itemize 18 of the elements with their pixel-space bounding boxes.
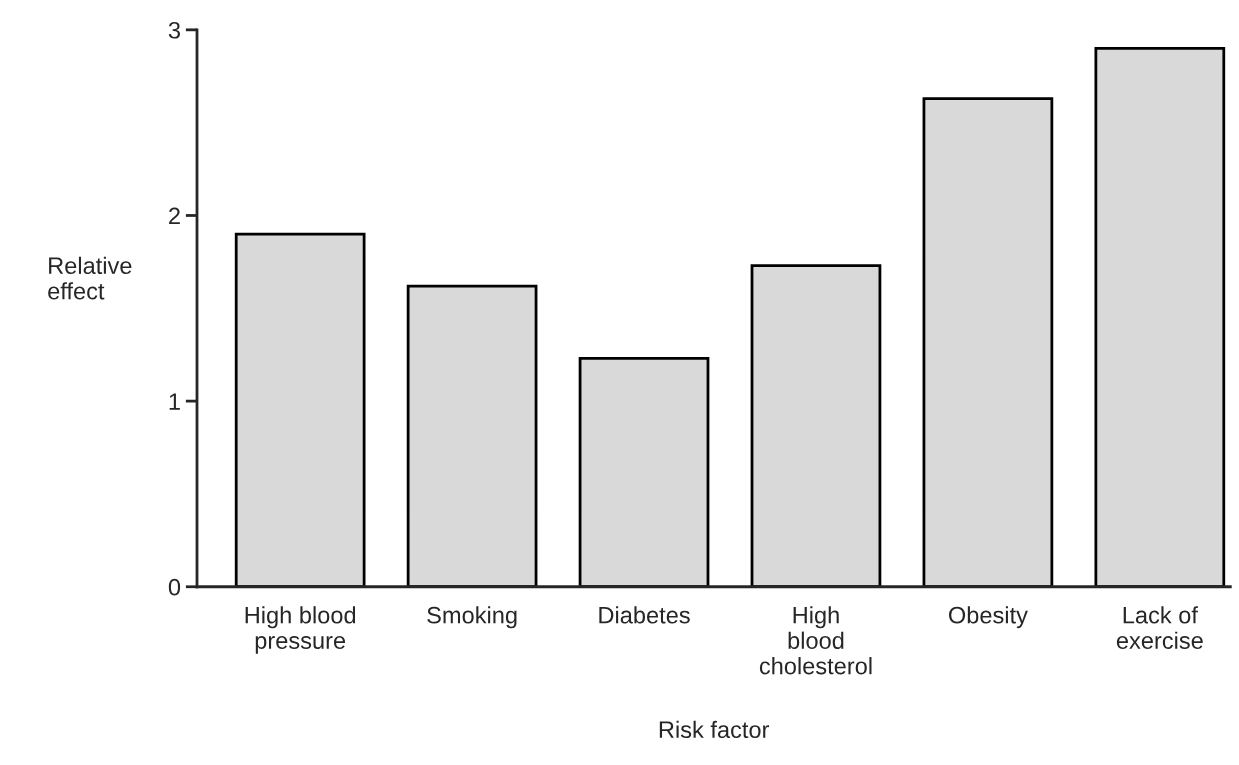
x-tick-label: High blood cholesterol xyxy=(759,606,872,675)
y-tick-label: 3 xyxy=(168,21,180,39)
x-axis-title: Risk factor xyxy=(659,720,770,739)
y-tick-label: 2 xyxy=(169,207,180,225)
bar xyxy=(1094,47,1226,587)
bar xyxy=(750,264,882,587)
y-tick-label: 1 xyxy=(169,393,180,410)
y-axis-title: Relative effect xyxy=(48,256,132,300)
x-tick-label: Smoking xyxy=(427,606,517,629)
bar xyxy=(406,284,538,587)
x-tick-label: Obesity xyxy=(949,606,1028,629)
y-tick-label: 0 xyxy=(168,578,181,596)
bar xyxy=(922,97,1054,587)
x-tick-label: High blood pressure xyxy=(245,606,356,654)
x-tick-label: Diabetes xyxy=(599,606,690,624)
x-tick-label: Lack of exercise xyxy=(1116,606,1203,649)
bar xyxy=(234,232,366,587)
bar xyxy=(578,357,710,587)
